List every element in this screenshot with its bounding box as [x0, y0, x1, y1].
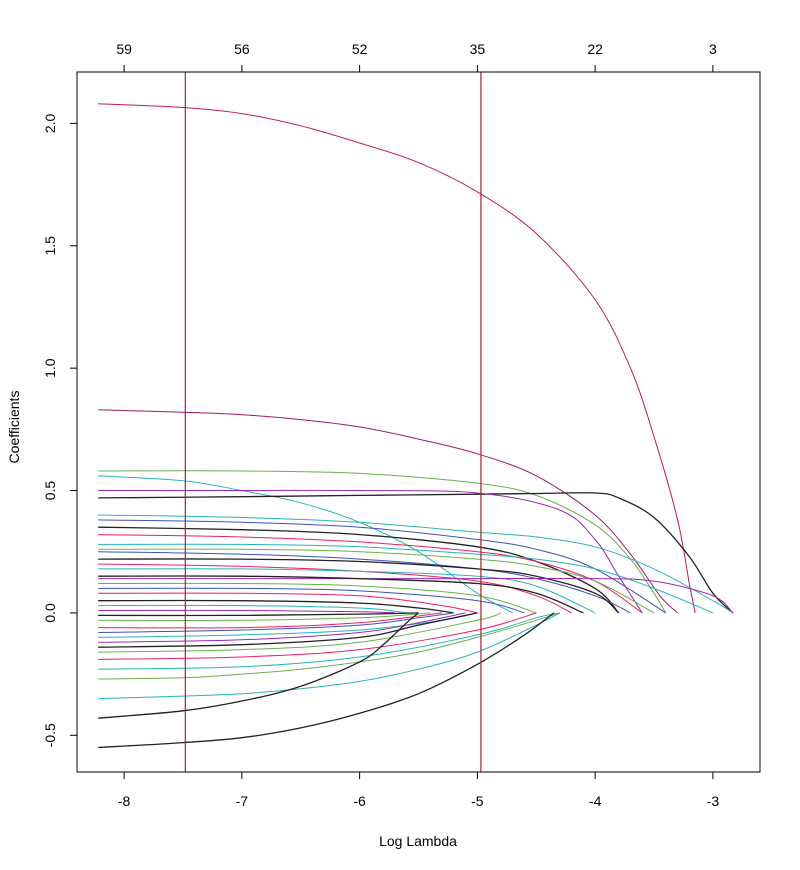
series-line-37: [98, 612, 419, 719]
series-line-14: [98, 558, 620, 614]
top-tick-label: 59: [116, 41, 132, 57]
series-line-19: [98, 582, 537, 614]
top-tick-label: 56: [234, 41, 250, 57]
series-line-36: [98, 612, 561, 700]
axis-layer: -8 -7 -6 -5 -4 -3 59 56 52 35 22 3 -0.5 0.0 0.5 1.0 1.5 2…: [42, 41, 719, 809]
series-line-17: [98, 577, 734, 614]
series-line-15: [98, 563, 572, 614]
series-line-2: [98, 409, 678, 614]
y-tick-label: 1.0: [42, 358, 58, 378]
series-line-9: [98, 526, 620, 614]
x-tick-label: -6: [353, 793, 366, 809]
series-line-28: [98, 612, 454, 633]
x-tick-label: -8: [118, 793, 131, 809]
y-tick-label: 1.5: [42, 236, 58, 256]
series-line-7: [98, 514, 734, 614]
vline-layer: [184, 72, 482, 772]
y-tick-label: -0.5: [42, 723, 58, 747]
top-tick-label: 35: [470, 41, 486, 57]
series-line-5: [98, 492, 734, 614]
series-line-4: [98, 475, 513, 614]
x-tick-label: -5: [471, 793, 484, 809]
top-tick-label: 3: [709, 41, 717, 57]
top-tick-label: 22: [587, 41, 603, 57]
series-line-18: [98, 575, 584, 614]
series-line-13: [98, 551, 631, 614]
series-line-25: [98, 612, 419, 617]
series-line-30: [98, 612, 466, 643]
series-line-22: [98, 599, 454, 614]
series-line-1: [98, 103, 696, 613]
series-line-24: [98, 609, 395, 614]
x-axis-title: Log Lambda: [379, 833, 457, 849]
top-tick-label: 52: [352, 41, 368, 57]
x-tick-label: -4: [589, 793, 602, 809]
series-line-27: [98, 612, 443, 629]
y-tick-label: 0.0: [42, 603, 58, 623]
series-line-6: [98, 489, 643, 614]
series-line-20: [98, 587, 525, 614]
series-line-12: [98, 548, 655, 614]
series-line-8: [98, 519, 667, 614]
series-line-3: [98, 470, 667, 614]
plot-frame: [76, 71, 761, 773]
series-line-32: [98, 612, 502, 653]
x-tick-label: -3: [707, 793, 720, 809]
x-tick-label: -7: [236, 793, 249, 809]
series-line-21: [98, 592, 478, 614]
series-line-16: [98, 568, 596, 614]
series-line-11: [98, 543, 714, 614]
y-tick-label: 0.5: [42, 481, 58, 501]
series-line-34: [98, 612, 560, 670]
y-tick-label: 2.0: [42, 113, 58, 133]
series-line-38: [98, 612, 555, 749]
series-line-33: [98, 612, 537, 660]
series-line-31: [98, 612, 478, 648]
series-line-26: [98, 612, 431, 621]
series-line-23: [98, 604, 407, 614]
y-axis-title: Coefficients: [6, 391, 22, 464]
series-layer: [98, 103, 734, 749]
